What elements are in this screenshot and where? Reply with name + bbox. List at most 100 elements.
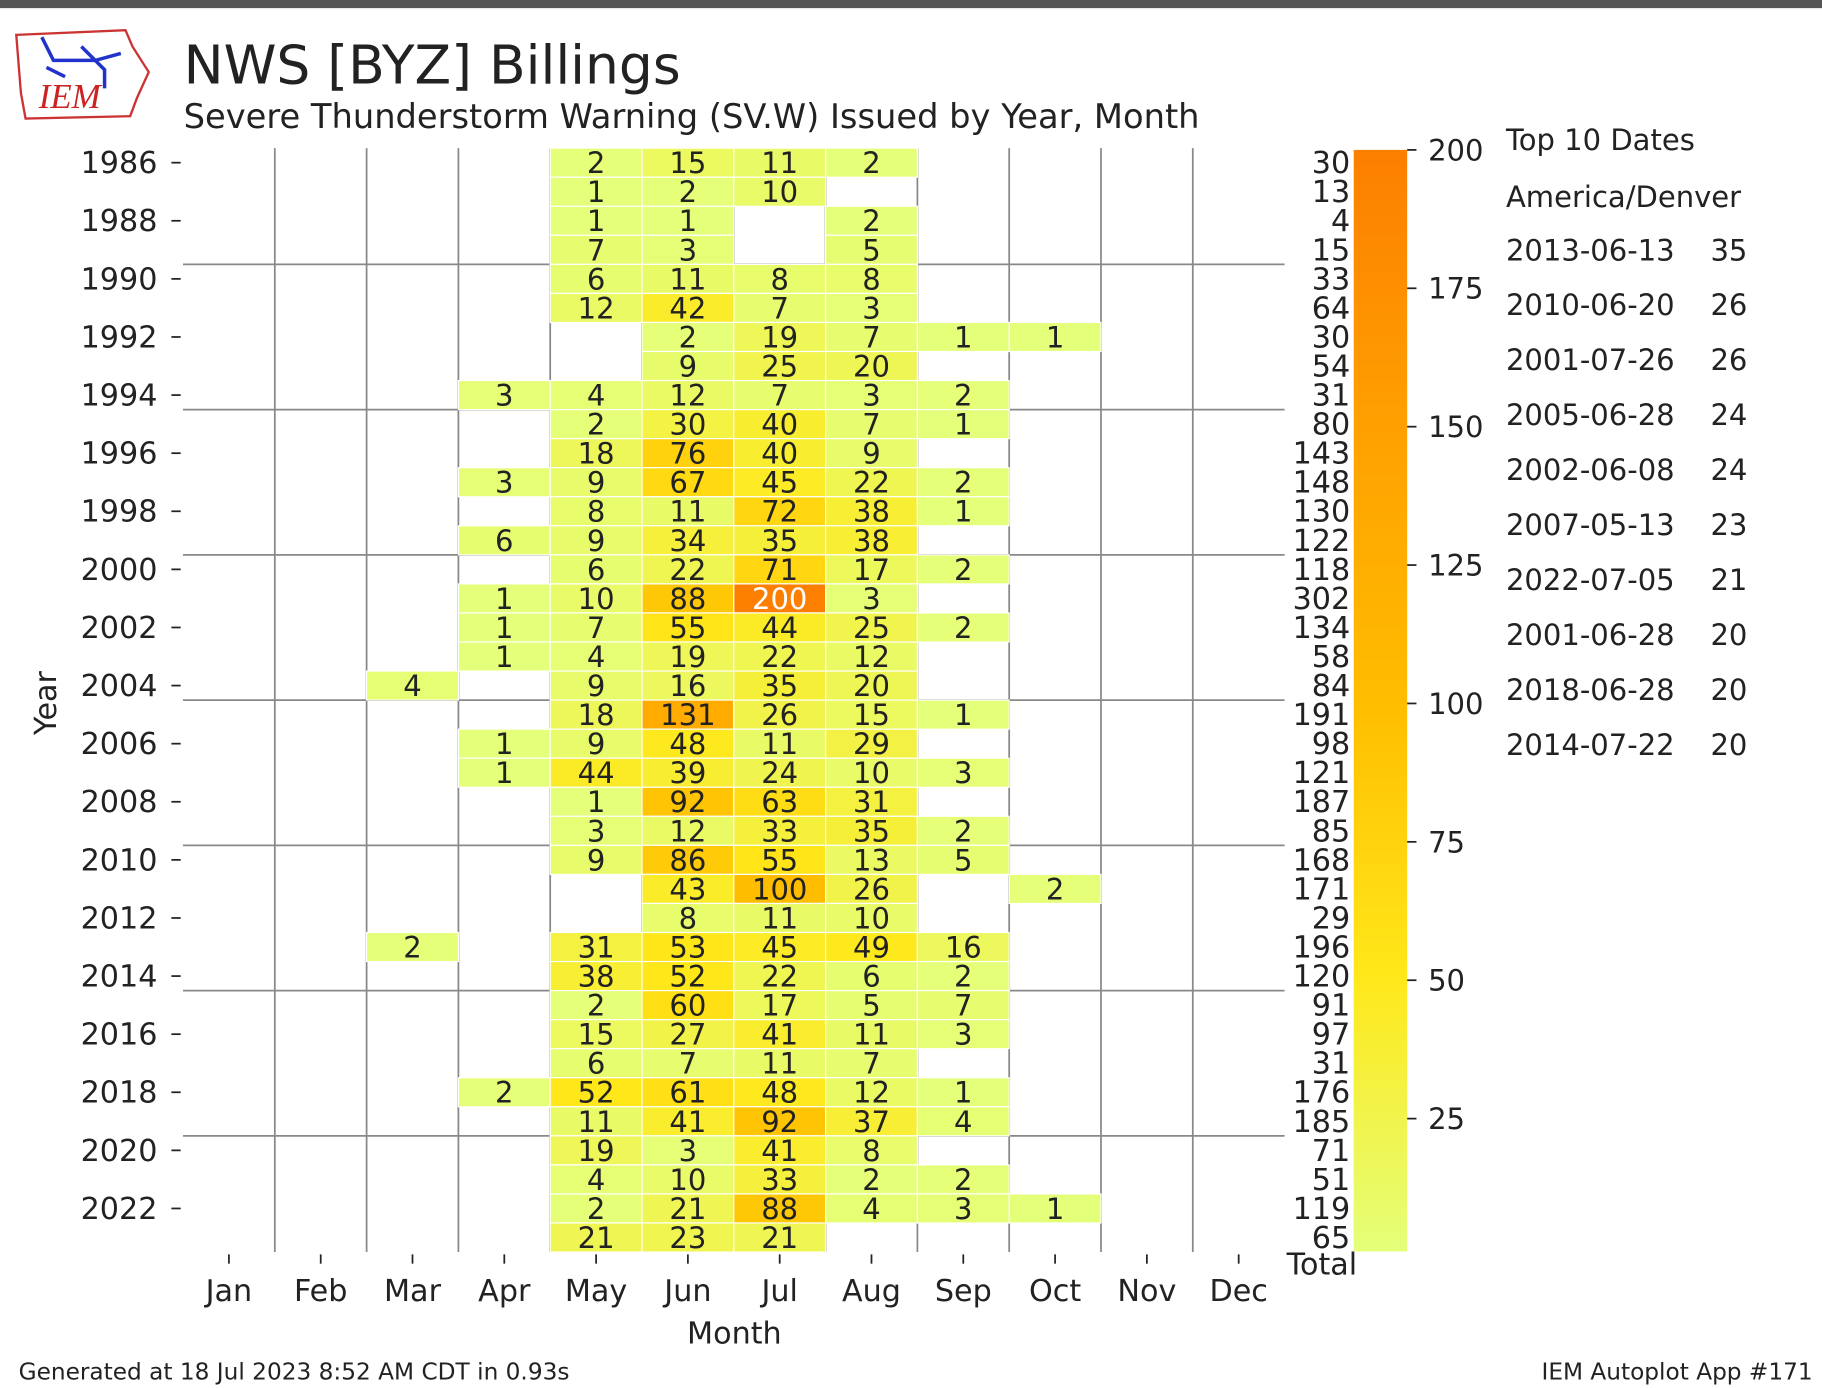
y-tick-label: 2000 bbox=[81, 553, 158, 588]
cell-label: 22 bbox=[669, 553, 706, 587]
row-total: 97 bbox=[1312, 1018, 1350, 1053]
cell-label: 43 bbox=[669, 872, 706, 906]
cell-label: 2 bbox=[954, 379, 972, 413]
top10-timezone: America/Denver bbox=[1506, 180, 1741, 214]
cell-label: 6 bbox=[495, 524, 513, 558]
cell-label: 22 bbox=[761, 640, 798, 674]
cell-label: 55 bbox=[669, 611, 706, 645]
y-tick-label: 1990 bbox=[81, 262, 158, 297]
cell-label: 1 bbox=[495, 727, 513, 761]
cell-label: 6 bbox=[862, 960, 880, 994]
cell-label: 22 bbox=[853, 466, 890, 500]
y-tick-label: 1988 bbox=[81, 204, 158, 239]
heatmap-cell bbox=[549, 467, 643, 498]
cell-label: 49 bbox=[853, 930, 890, 964]
cell-label: 40 bbox=[761, 408, 798, 442]
cell-label: 3 bbox=[862, 291, 880, 325]
colorbar-tick-label: 125 bbox=[1428, 549, 1483, 583]
cell-label: 5 bbox=[862, 233, 880, 267]
top10-count: 21 bbox=[1710, 563, 1747, 597]
row-total: 118 bbox=[1293, 553, 1351, 588]
cell-label: 2 bbox=[954, 466, 972, 500]
heatmap-cell bbox=[549, 583, 643, 614]
heatmap-cell bbox=[825, 728, 918, 759]
heatmap-cell bbox=[916, 379, 1010, 411]
cell-label: 23 bbox=[669, 1221, 706, 1255]
y-tick-label: 2022 bbox=[81, 1192, 158, 1227]
heatmap-cell bbox=[733, 1135, 827, 1166]
heatmap-cell bbox=[733, 873, 827, 905]
cell-label: 2 bbox=[954, 611, 972, 645]
cell-label: 2 bbox=[587, 989, 605, 1023]
cell-label: 1 bbox=[495, 582, 513, 616]
y-tick-label: 1986 bbox=[81, 146, 158, 181]
cell-label: 7 bbox=[862, 1047, 880, 1081]
heatmap-cell bbox=[825, 379, 918, 411]
cell-label: 3 bbox=[954, 1192, 972, 1226]
cell-label: 19 bbox=[669, 640, 706, 674]
cell-label: 45 bbox=[761, 930, 798, 964]
chart-subtitle: Severe Thunderstorm Warning (SV.W) Issue… bbox=[184, 97, 1200, 136]
x-tick-label: May bbox=[565, 1274, 627, 1309]
heatmap-cell bbox=[733, 525, 827, 556]
heatmap-cell bbox=[733, 467, 827, 498]
heatmap-cell bbox=[916, 1019, 1010, 1050]
heatmap-cell bbox=[825, 1019, 918, 1050]
cell-label: 86 bbox=[669, 843, 706, 877]
heatmap-cell bbox=[641, 612, 735, 643]
x-tick-label: Oct bbox=[1029, 1274, 1081, 1309]
top10-count: 24 bbox=[1710, 453, 1747, 487]
cell-label: 38 bbox=[853, 495, 890, 529]
cell-label: 55 bbox=[761, 843, 798, 877]
y-tick-label: 1998 bbox=[81, 495, 158, 530]
heatmap-cell bbox=[1008, 873, 1102, 905]
heatmap-cell bbox=[457, 757, 551, 788]
cell-label: 60 bbox=[669, 989, 706, 1023]
cell-label: 2 bbox=[679, 320, 697, 354]
cell-label: 8 bbox=[770, 262, 788, 296]
cell-label: 39 bbox=[669, 756, 706, 790]
heatmap-cell bbox=[825, 205, 918, 236]
heatmap-cell bbox=[916, 554, 1010, 585]
heatmap-cell bbox=[549, 612, 643, 643]
footer-right: IEM Autoplot App #171 bbox=[1541, 1358, 1812, 1385]
cell-label: 6 bbox=[587, 553, 605, 587]
cell-label: 12 bbox=[578, 291, 615, 325]
x-tick-label: Mar bbox=[384, 1274, 442, 1309]
heatmap-cell bbox=[641, 902, 735, 934]
heatmap-cell bbox=[549, 1135, 643, 1166]
row-total: 84 bbox=[1312, 669, 1350, 704]
cell-label: 18 bbox=[578, 698, 615, 732]
cell-label: 1 bbox=[954, 320, 972, 354]
cell-label: 3 bbox=[954, 1018, 972, 1052]
heatmap-cell bbox=[733, 321, 827, 353]
cell-label: 15 bbox=[578, 1018, 615, 1052]
cell-label: 9 bbox=[587, 466, 605, 500]
heatmap-cell bbox=[1008, 321, 1102, 353]
colorbar-tick-label: 100 bbox=[1428, 687, 1483, 721]
cell-label: 61 bbox=[669, 1076, 706, 1110]
row-total: 185 bbox=[1293, 1105, 1351, 1140]
cell-label: 2 bbox=[587, 408, 605, 442]
y-tick-label: 2012 bbox=[81, 901, 158, 936]
cell-label: 25 bbox=[853, 611, 890, 645]
cell-label: 2 bbox=[587, 1192, 605, 1226]
heatmap-cell bbox=[549, 960, 643, 992]
heatmap-cell bbox=[641, 409, 735, 440]
cell-label: 9 bbox=[587, 669, 605, 703]
heatmap-cell bbox=[549, 205, 643, 236]
heatmap-cell bbox=[825, 1106, 918, 1137]
cell-label: 2 bbox=[1046, 872, 1064, 906]
heatmap-cell bbox=[825, 525, 918, 556]
cell-label: 21 bbox=[761, 1221, 798, 1255]
cell-label: 2 bbox=[679, 175, 697, 209]
cell-label: 25 bbox=[761, 349, 798, 383]
cell-label: 45 bbox=[761, 466, 798, 500]
cell-label: 5 bbox=[954, 843, 972, 877]
top10-count: 20 bbox=[1710, 673, 1747, 707]
heatmap-cell bbox=[549, 438, 643, 469]
heatmap-cell bbox=[825, 321, 918, 353]
heatmap-cell bbox=[549, 1106, 643, 1137]
heatmap-cell bbox=[825, 467, 918, 498]
